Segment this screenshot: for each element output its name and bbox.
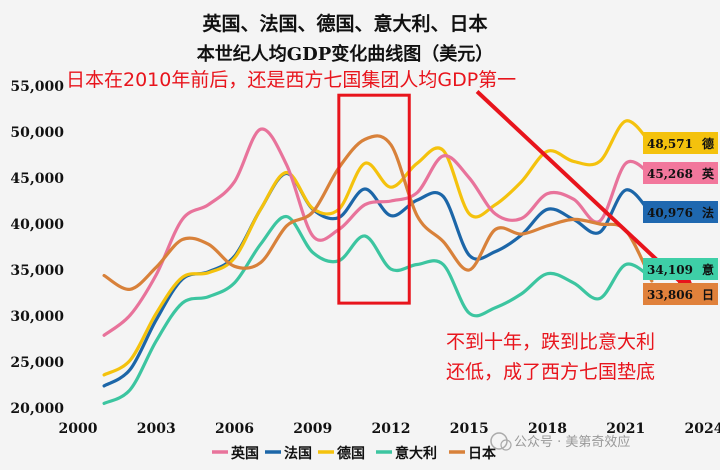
end-label-英国: 45,268 英 xyxy=(643,162,718,184)
end-label-box xyxy=(643,132,718,154)
annotation-bottom-line2: 还低，成了西方七国垫底 xyxy=(446,361,655,383)
series-line-日本 xyxy=(102,134,654,291)
trend-arrow xyxy=(475,90,698,298)
end-label-value: 34,109 xyxy=(647,263,693,277)
end-label-意大利: 34,109 意 xyxy=(643,258,718,280)
legend-item-日本: 日本 xyxy=(449,445,497,462)
end-label-box xyxy=(643,162,718,184)
end-label-法国: 40,976 法 xyxy=(643,201,718,223)
x-tick-label: 2018 xyxy=(528,421,567,437)
y-tick-label: 35,000 xyxy=(10,263,64,279)
y-tick-label: 20,000 xyxy=(10,401,64,417)
end-label-name: 德 xyxy=(702,136,714,151)
legend-label: 法国 xyxy=(284,445,312,462)
x-tick-label: 2003 xyxy=(137,421,176,437)
y-tick-label: 25,000 xyxy=(10,355,64,371)
legend-item-德国: 德国 xyxy=(318,445,365,462)
end-label-name: 法 xyxy=(702,205,714,220)
legend-item-英国: 英国 xyxy=(212,445,259,462)
legend: 英国 法国 德国 意大利 日本 xyxy=(212,445,497,462)
end-label-value: 48,571 xyxy=(647,137,693,151)
end-label-box xyxy=(643,258,718,280)
x-tick-label: 2021 xyxy=(606,421,645,437)
y-tick-label: 30,000 xyxy=(10,309,64,325)
legend-item-意大利: 意大利 xyxy=(376,445,437,462)
end-label-name: 日 xyxy=(702,288,714,302)
end-label-value: 45,268 xyxy=(647,167,693,181)
end-label-德国: 48,571 德 xyxy=(643,132,718,154)
series-lines xyxy=(102,119,654,405)
end-label-日本: 33,806 日 xyxy=(643,283,718,305)
annotation-top: 日本在2010年前后，还是西方七国集团人均GDP第一 xyxy=(66,69,516,91)
chart-title: 英国、法国、德国、意大利、日本 xyxy=(202,12,487,35)
y-axis-ticks: 20,000 25,000 30,000 35,000 40,000 45,000 50,0… xyxy=(10,79,64,417)
legend-item-法国: 法国 xyxy=(265,445,312,462)
y-tick-label: 50,000 xyxy=(10,125,64,141)
end-label-value: 40,976 xyxy=(647,206,693,220)
series-line-德国 xyxy=(102,119,654,377)
y-tick-label: 55,000 xyxy=(10,79,64,95)
y-tick-label: 45,000 xyxy=(10,171,64,187)
end-label-box xyxy=(643,283,718,305)
x-tick-label: 2015 xyxy=(450,421,489,437)
watermark-text: 公众号 · 美第奇效应 xyxy=(514,434,630,450)
series-line-英国 xyxy=(102,127,654,337)
x-tick-label: 2012 xyxy=(372,421,411,437)
end-label-name: 英 xyxy=(702,166,715,181)
highlight-box xyxy=(337,93,411,305)
series-line-意大利 xyxy=(102,215,654,405)
chart-subtitle: 本世纪人均GDP变化曲线图（美元） xyxy=(197,43,494,65)
x-axis-ticks: 2000 2003 2006 2009 2012 2015 2018 2021 2024 xyxy=(59,421,720,437)
end-label-name: 意 xyxy=(702,262,714,277)
legend-label: 日本 xyxy=(468,445,497,462)
legend-label: 意大利 xyxy=(395,445,437,462)
end-labels: 48,571 德 45,268 英 40,976 法 34,109 意 33,806 日 xyxy=(643,132,718,305)
legend-label: 德国 xyxy=(337,445,365,462)
watermark: 公众号 · 美第奇效应 xyxy=(490,432,630,451)
legend-label: 英国 xyxy=(230,445,259,462)
end-label-value: 33,806 xyxy=(647,288,693,302)
x-tick-label: 2000 xyxy=(59,421,98,437)
wechat-icon-inner xyxy=(500,439,512,451)
y-tick-label: 40,000 xyxy=(10,217,64,233)
end-label-box xyxy=(643,201,718,223)
x-tick-label: 2009 xyxy=(293,421,332,437)
wechat-icon xyxy=(490,432,508,450)
x-tick-label: 2024 xyxy=(685,421,720,437)
annotation-bottom-line1: 不到十年，跌到比意大利 xyxy=(446,331,655,353)
x-tick-label: 2006 xyxy=(215,421,254,437)
